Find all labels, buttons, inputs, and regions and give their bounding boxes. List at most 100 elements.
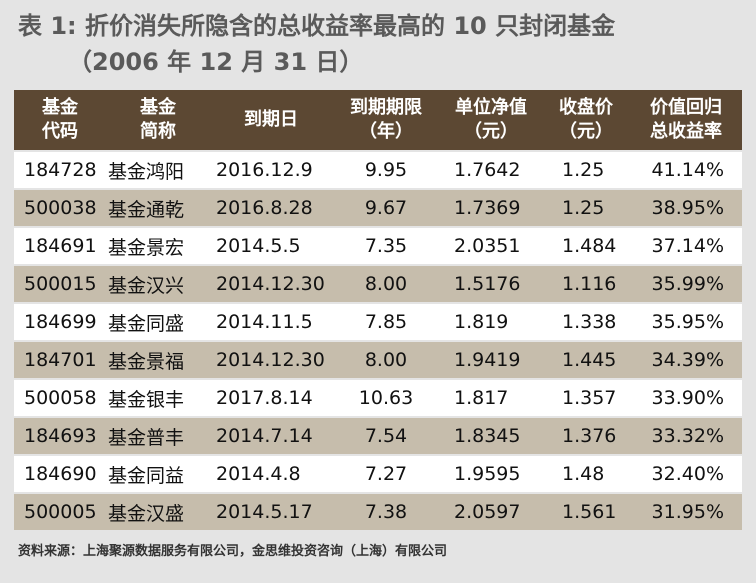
table-cell: 2014.11.5	[216, 311, 313, 333]
header-text: （年）	[359, 121, 413, 142]
table-cell: 2014.5.5	[216, 235, 301, 257]
table-row: 500058 基金银丰 2017.8.14 10.63 1.817 1.357 33.90%	[14, 380, 742, 416]
table-cell: 1.116	[562, 273, 617, 295]
table-cell: 基金银丰	[108, 388, 185, 411]
header-text: 价值回归	[650, 97, 722, 118]
header-text: 基金	[42, 97, 78, 118]
table-cell: 1.9595	[454, 463, 521, 485]
table-row: 184691 基金景宏 2014.5.5 7.35 2.0351 1.484 37.14%	[14, 228, 742, 264]
table-cell: 500015	[24, 273, 97, 295]
table-cell: 2014.12.30	[216, 273, 325, 295]
table-row: 184693 基金普丰 2014.7.14 7.54 1.8345 1.376 33.32%	[14, 418, 742, 454]
table-cell: 10.63	[358, 387, 414, 409]
table-cell: 9.95	[364, 159, 408, 181]
table-cell: 7.27	[364, 463, 408, 485]
header-text: （元）	[559, 121, 613, 142]
table-row: 184690 基金同益 2014.4.8 7.27 1.9595 1.48 32.40%	[14, 456, 742, 492]
table-cell: 38.95%	[651, 197, 724, 219]
title: 表 1: 折价消失所隐含的总收益率最高的 10 只封闭基金 （2006 年 12…	[18, 8, 615, 80]
header-cell: 价值回归 总收益率	[630, 96, 742, 144]
table-cell: 基金鸿阳	[108, 160, 185, 183]
table-cell: 1.5176	[454, 273, 521, 295]
table-cell: 34.39%	[651, 349, 724, 371]
source-note: 资料来源：上海聚源数据服务有限公司，金思维投资咨询（上海）有限公司	[18, 544, 448, 559]
table-cell: 9.67	[364, 197, 408, 219]
table-cell: 基金通乾	[108, 198, 185, 221]
table-cell: 32.40%	[651, 463, 724, 485]
table-cell: 1.357	[562, 387, 617, 409]
table-cell: 7.54	[364, 425, 408, 447]
header-cell: 收盘价 （元）	[542, 96, 630, 144]
table-row: 184699 基金同盛 2014.11.5 7.85 1.819 1.338 35.95%	[14, 304, 742, 340]
table: 基金 代码 基金 简称 到期日 到期期限 （年） 单位净值 （元） 收盘价 （元） 价值回归 总收益率 1…	[14, 90, 742, 530]
header-text: 到期期限	[350, 97, 422, 118]
table-cell: 1.7642	[454, 159, 521, 181]
header-cell: 到期期限 （年）	[332, 96, 440, 144]
table-cell: 1.25	[562, 197, 605, 219]
table-cell: 1.25	[562, 159, 605, 181]
table-cell: 8.00	[364, 273, 408, 295]
header-row: 基金 代码 基金 简称 到期日 到期期限 （年） 单位净值 （元） 收盘价 （元） 价值回归 总收益率	[14, 90, 742, 150]
table-cell: 1.8345	[454, 425, 521, 447]
header-text: （元）	[464, 121, 518, 142]
table-cell: 2014.7.14	[216, 425, 313, 447]
table-cell: 500038	[24, 197, 97, 219]
table-cell: 7.35	[364, 235, 408, 257]
table-cell: 500058	[24, 387, 97, 409]
header-text: 总收益率	[650, 121, 722, 142]
table-row: 500038 基金通乾 2016.8.28 9.67 1.7369 1.25 38.95%	[14, 190, 742, 226]
table-cell: 基金同益	[108, 464, 185, 487]
header-text: 简称	[140, 121, 176, 142]
table-cell: 184699	[24, 311, 97, 333]
header-cell: 基金 简称	[106, 96, 210, 144]
table-cell: 184701	[24, 349, 97, 371]
table-row: 500005 基金汉盛 2014.5.17 7.38 2.0597 1.561 31.95%	[14, 494, 742, 530]
table-cell: 2014.5.17	[216, 501, 313, 523]
table-cell: 基金景福	[108, 350, 185, 373]
table-cell: 2014.4.8	[216, 463, 301, 485]
table-cell: 1.817	[454, 387, 509, 409]
table-row: 184728 基金鸿阳 2016.12.9 9.95 1.7642 1.25 41.14%	[14, 152, 742, 188]
header-cell: 基金 代码	[14, 96, 106, 144]
table-cell: 33.90%	[651, 387, 724, 409]
table-cell: 35.95%	[651, 311, 724, 333]
table-cell: 1.9419	[454, 349, 521, 371]
table-row: 500015 基金汉兴 2014.12.30 8.00 1.5176 1.116 35.99…	[14, 266, 742, 302]
table-cell: 8.00	[364, 349, 408, 371]
table-cell: 2.0597	[454, 501, 521, 523]
table-cell: 184728	[24, 159, 97, 181]
table-cell: 1.561	[562, 501, 617, 523]
table-cell: 1.376	[562, 425, 617, 447]
table-cell: 184691	[24, 235, 97, 257]
table-cell: 41.14%	[651, 159, 724, 181]
table-cell: 184690	[24, 463, 97, 485]
table-cell: 2.0351	[454, 235, 521, 257]
table-cell: 2016.12.9	[216, 159, 313, 181]
table-cell: 2016.8.28	[216, 197, 313, 219]
table-cell: 7.38	[364, 501, 408, 523]
table-row: 184701 基金景福 2014.12.30 8.00 1.9419 1.445 34.39…	[14, 342, 742, 378]
table-cell: 基金景宏	[108, 236, 185, 259]
table-cell: 184693	[24, 425, 97, 447]
table-cell: 基金同盛	[108, 312, 185, 335]
header-text: 收盘价	[559, 97, 613, 118]
table-cell: 基金汉盛	[108, 502, 185, 525]
title-line: 表 1: 折价消失所隐含的总收益率最高的 10 只封闭基金	[18, 12, 616, 40]
table-cell: 1.445	[562, 349, 617, 371]
table-cell: 1.48	[562, 463, 605, 485]
table-cell: 37.14%	[651, 235, 724, 257]
header-cell: 单位净值 （元）	[440, 96, 542, 144]
header-text: 到期日	[244, 109, 298, 130]
table-cell: 33.32%	[651, 425, 724, 447]
header-text: 代码	[42, 121, 78, 142]
table-cell: 基金普丰	[108, 426, 185, 449]
table-cell: 1.819	[454, 311, 509, 333]
header-cell: 到期日	[210, 108, 332, 132]
table-cell: 7.85	[364, 311, 408, 333]
table-cell: 1.7369	[454, 197, 521, 219]
table-cell: 31.95%	[651, 501, 724, 523]
header-text: 单位净值	[455, 97, 527, 118]
table-cell: 2017.8.14	[216, 387, 313, 409]
table-cell: 2014.12.30	[216, 349, 325, 371]
